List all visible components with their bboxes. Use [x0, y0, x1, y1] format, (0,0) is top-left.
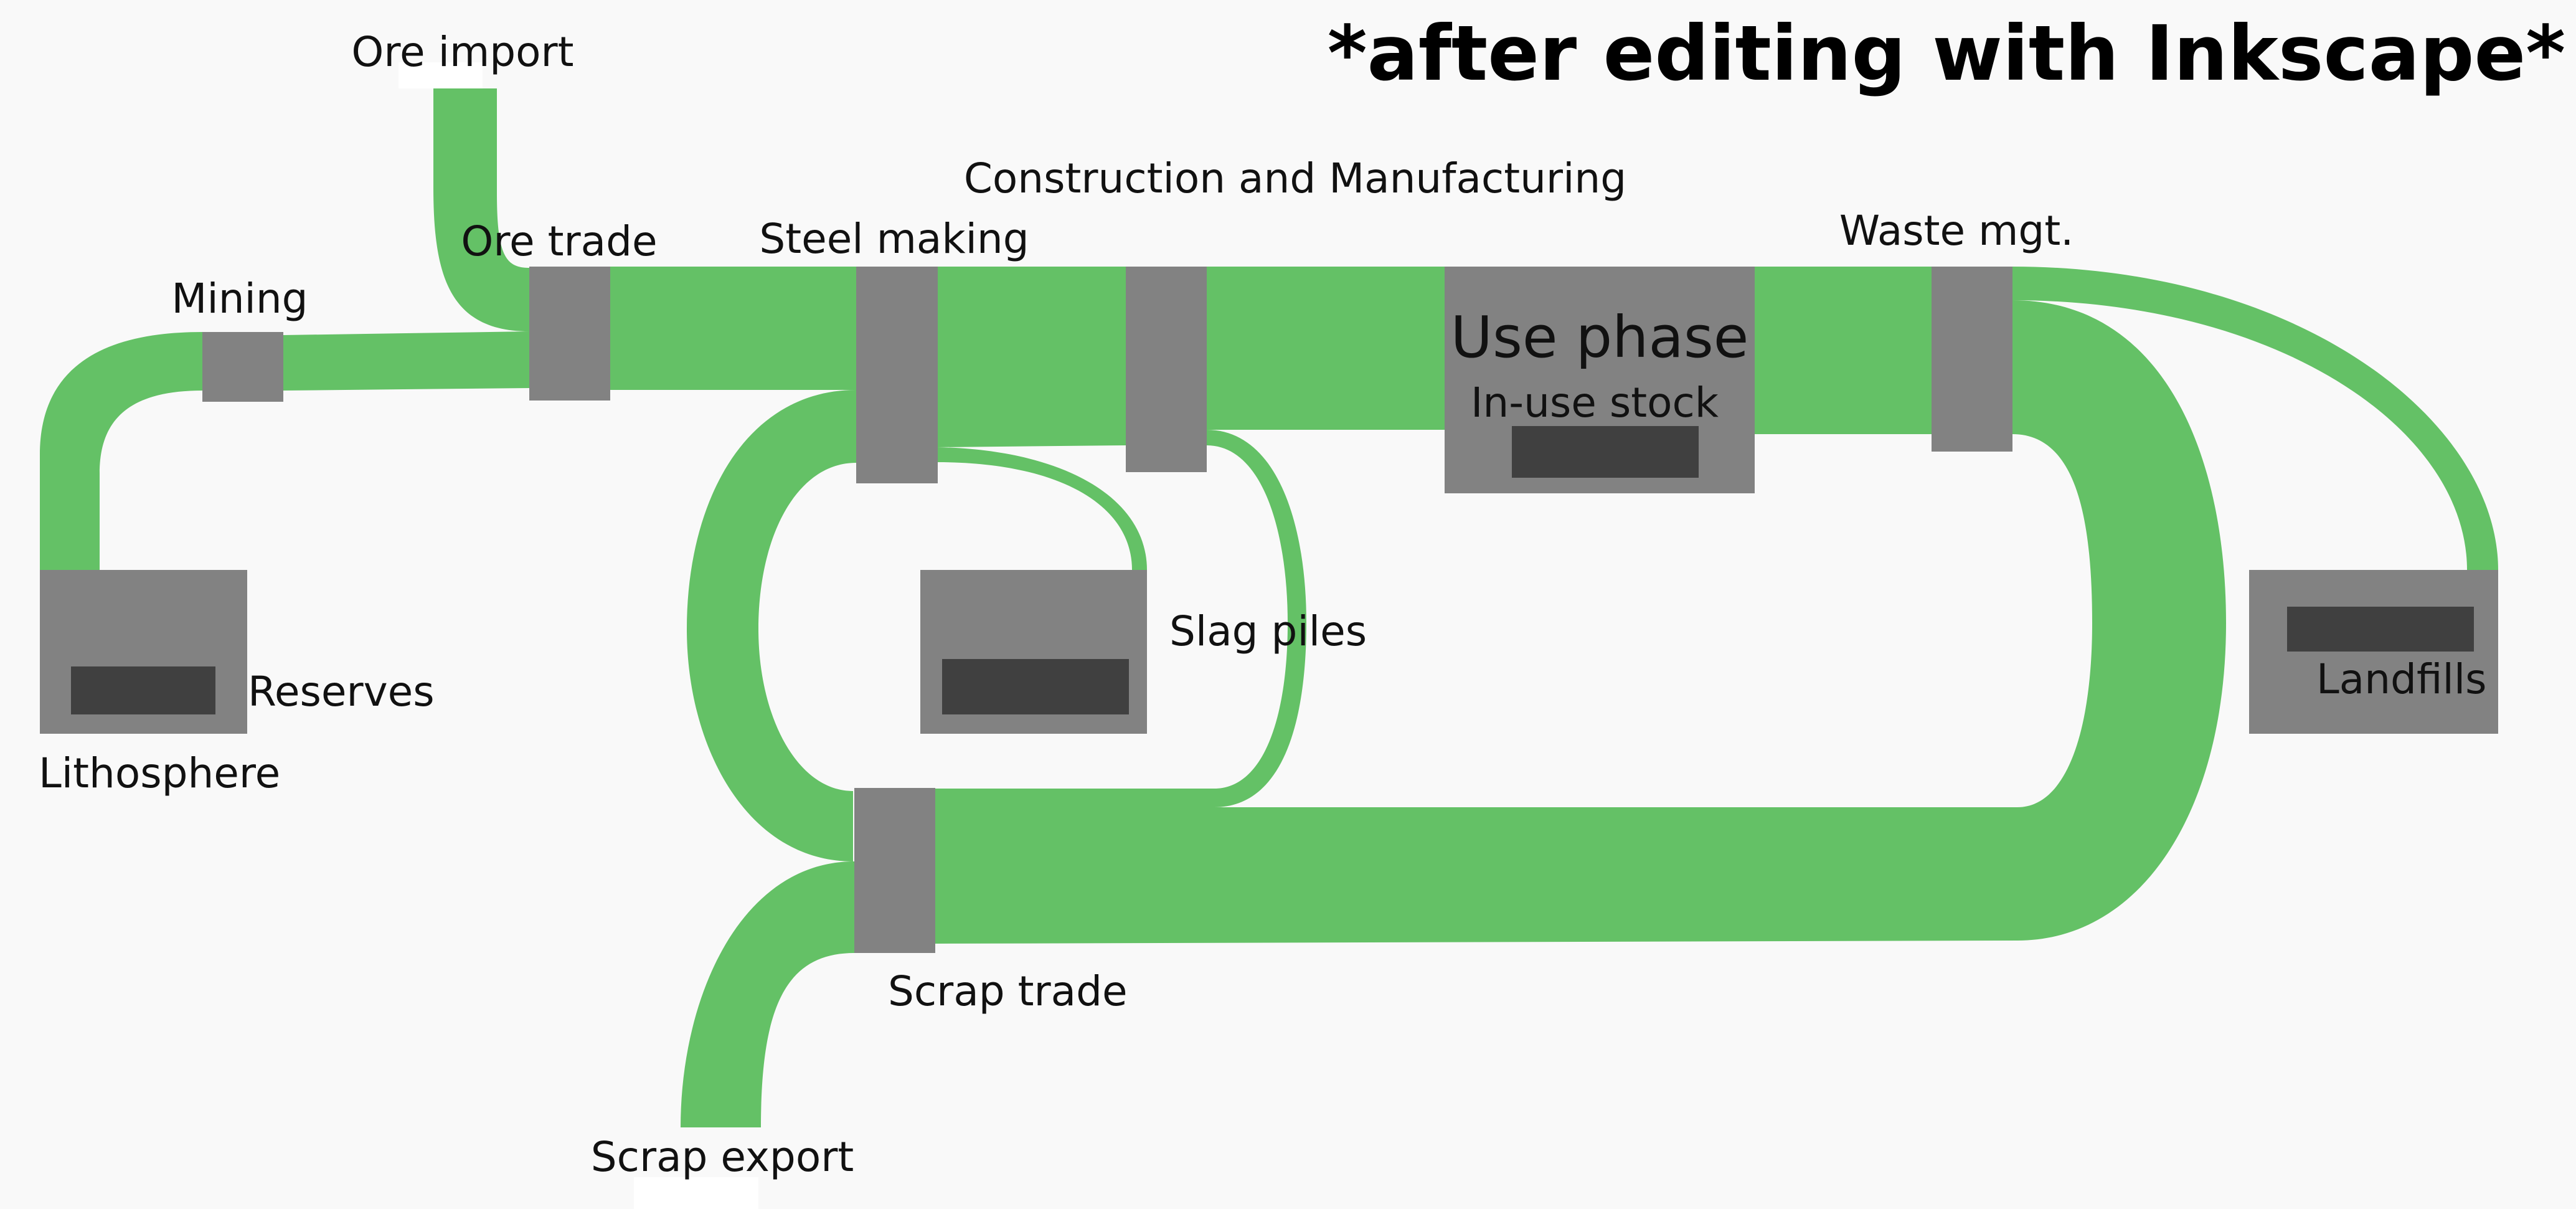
- landfill-stock-bar: [2287, 607, 2474, 652]
- slag-stock-bar: [942, 659, 1129, 714]
- flow-use-to-waste: [1755, 267, 1932, 434]
- label-lithosphere: Lithosphere: [39, 749, 280, 797]
- page-title: *after editing with Inkscape*: [1328, 9, 2565, 98]
- label-use-phase: Use phase: [1451, 304, 1749, 371]
- labels: *after editing with Inkscape* Ore import…: [39, 9, 2565, 1181]
- flow-ore-import-to-ore-trade: [433, 88, 529, 331]
- processes: [40, 267, 2498, 953]
- flow-lithosphere-to-mining: [40, 332, 202, 570]
- flow-manufacturing-to-scrap: [935, 430, 1306, 807]
- flow-scrap-to-steel: [687, 390, 856, 861]
- label-mining: Mining: [171, 275, 308, 323]
- steel-making-box: [856, 267, 938, 483]
- label-landfills: Landfills: [2316, 655, 2487, 703]
- label-slag-piles: Slag piles: [1169, 607, 1367, 655]
- manufacturing-box: [1126, 267, 1207, 472]
- import-label-tab: [399, 62, 483, 88]
- label-reserves: Reserves: [248, 668, 435, 716]
- label-steel-making: Steel making: [759, 215, 1029, 263]
- flow-steel-to-manufacturing: [938, 267, 1126, 447]
- flow-steel-to-slag: [938, 447, 1147, 570]
- flow-mining-to-ore-trade: [283, 331, 529, 391]
- flow-waste-to-scrap-trade: [935, 300, 2226, 944]
- label-ore-import: Ore import: [351, 28, 573, 76]
- flows: [40, 62, 2498, 1209]
- label-in-use-stock: In-use stock: [1471, 379, 1719, 427]
- label-ore-trade: Ore trade: [461, 217, 657, 265]
- ore-trade-box: [529, 267, 610, 401]
- scrap-trade-box: [854, 788, 935, 953]
- label-waste-mgt: Waste mgt.: [1839, 207, 2074, 255]
- in-use-stock-bar: [1512, 426, 1699, 478]
- reserves-stock-bar: [71, 666, 215, 714]
- flow-scrap-to-export: [681, 861, 854, 1127]
- landfills-box: [2249, 570, 2498, 734]
- flow-manufacturing-to-use: [1207, 267, 1445, 430]
- label-construction: Construction and Manufacturing: [964, 154, 1626, 202]
- mining-box: [202, 332, 283, 402]
- waste-mgt-box: [1932, 267, 2012, 452]
- flow-waste-to-landfills: [2012, 267, 2498, 570]
- flow-ore-trade-to-steel: [610, 267, 856, 390]
- export-label-tab: [634, 1177, 758, 1209]
- label-scrap-trade: Scrap trade: [888, 967, 1128, 1015]
- label-scrap-export: Scrap export: [591, 1133, 854, 1181]
